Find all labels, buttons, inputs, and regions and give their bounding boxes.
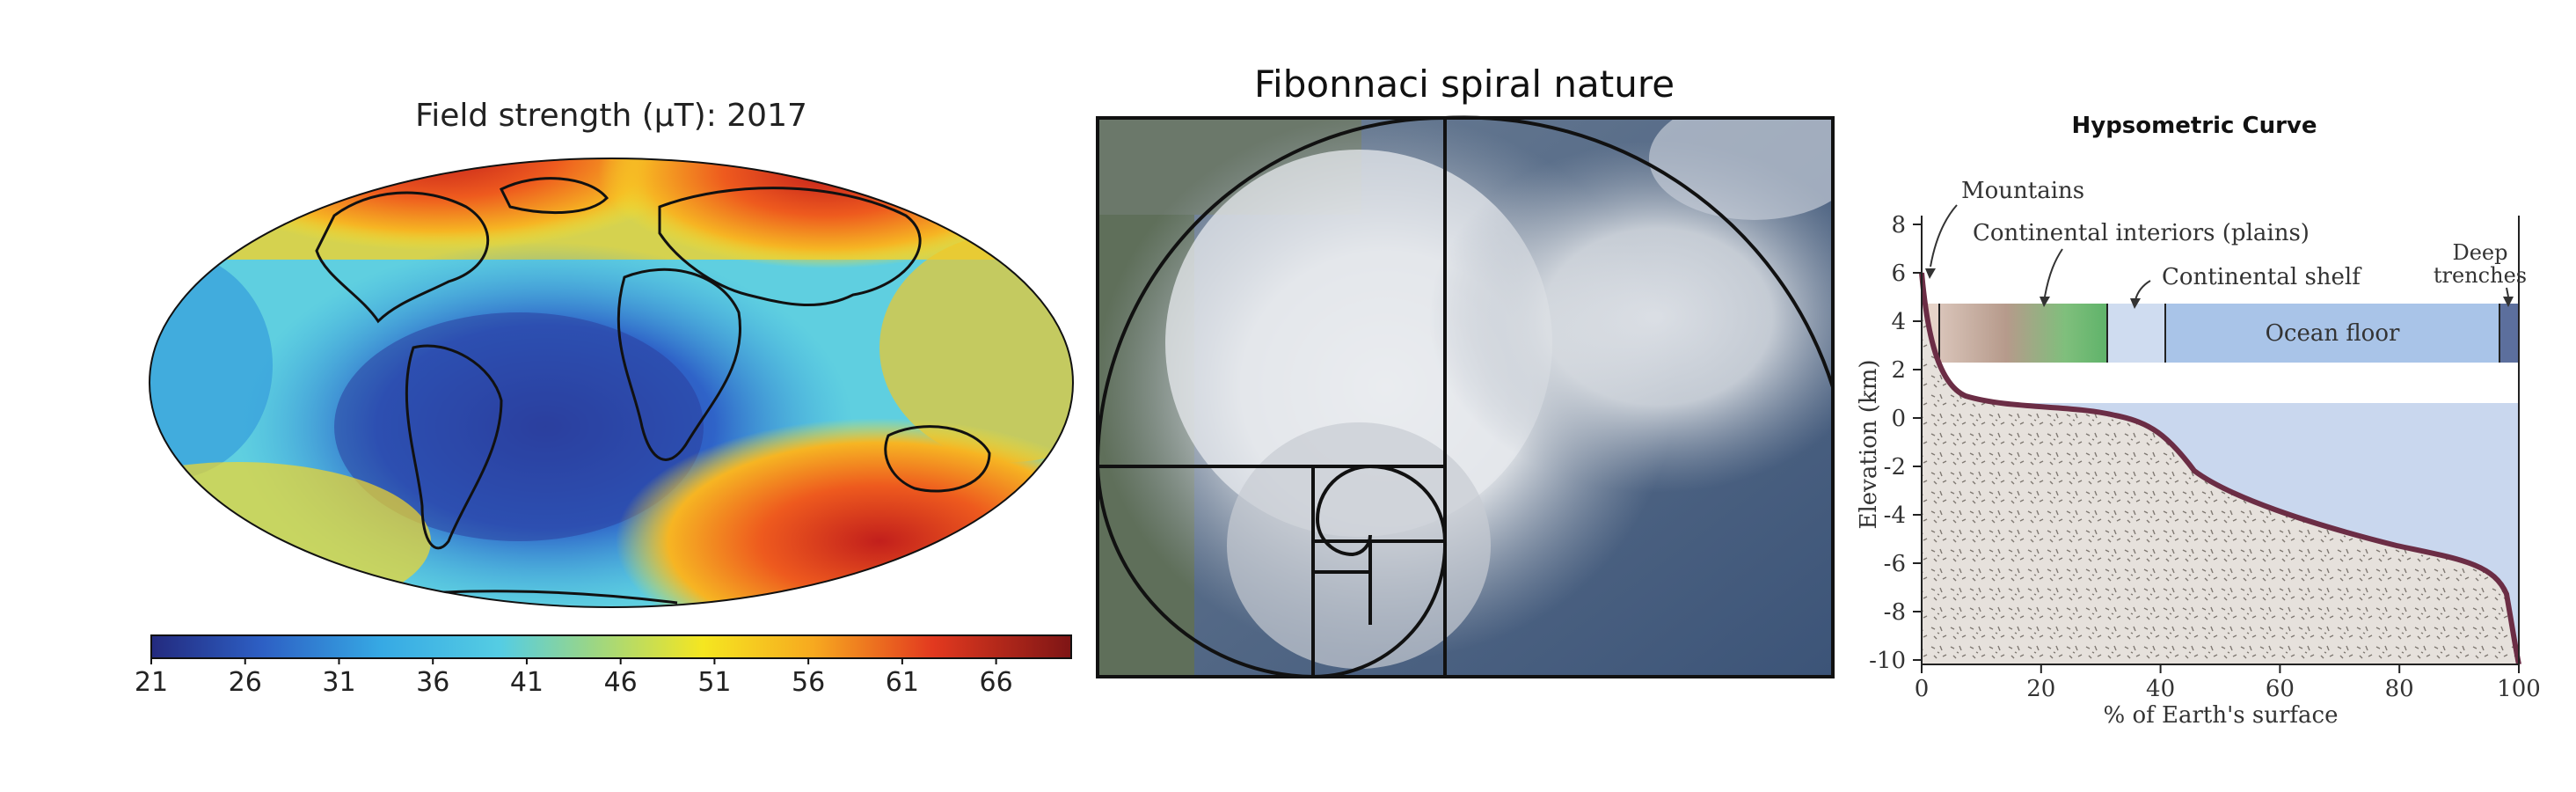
- y-tick-label: 0: [1891, 406, 1906, 432]
- land-area: [1922, 273, 2519, 664]
- y-tick-label: -6: [1884, 551, 1906, 577]
- golden-spiral-overlay: [1095, 115, 1835, 679]
- magnetic-map-title: Field strength (μT): 2017: [415, 98, 807, 134]
- colorbar: [150, 634, 1072, 659]
- hypsometric-title: Hypsometric Curve: [2071, 113, 2317, 139]
- y-tick-label: -8: [1884, 599, 1906, 626]
- label-ocean-floor: Ocean floor: [2266, 320, 2400, 347]
- label-trenches: trenches: [2434, 263, 2527, 288]
- x-tick-label: 100: [2497, 676, 2541, 702]
- colorbar-tick-label: 56: [792, 667, 825, 698]
- y-axis-label: Elevation (km): [1856, 360, 1882, 530]
- label-plains: Continental interiors (plains): [1973, 220, 2310, 246]
- map-border: [149, 158, 1074, 608]
- label-shelf: Continental shelf: [2162, 264, 2362, 290]
- y-tick-label: -4: [1884, 502, 1906, 529]
- colorbar-tick-label: 36: [416, 667, 449, 698]
- hypsometric-curve: [1919, 272, 2521, 665]
- ocean-floor-band: [2165, 304, 2499, 363]
- field-strength-map: [150, 158, 1073, 607]
- y-tick-label: 6: [1891, 260, 1906, 287]
- x-tick-label: 20: [2026, 676, 2055, 702]
- fibonacci-figure: Fibonnaci spiral nature: [1095, 62, 1835, 679]
- magnetic-field-panel: Field strength (μT): 2017 21 26 31 36 41 46 51…: [132, 84, 1082, 700]
- y-tick-label: -2: [1884, 454, 1906, 480]
- colorbar-tick-label: 46: [604, 667, 638, 698]
- y-tick-label: 8: [1891, 212, 1906, 238]
- fibonacci-panel: Fibonnaci spiral nature: [1095, 53, 1843, 686]
- colorbar-tick-label: 26: [229, 667, 262, 698]
- magnetic-field-figure: Field strength (μT): 2017 21 26 31 36 41 46 51…: [135, 98, 1074, 698]
- trenches-band: [2499, 304, 2519, 363]
- x-tick-label: 80: [2385, 676, 2414, 702]
- fibonacci-title: Fibonnaci spiral nature: [1254, 62, 1675, 106]
- colorbar-tick-label: 31: [322, 667, 355, 698]
- x-tick-label: 60: [2266, 676, 2295, 702]
- y-axis-ticks: 8 6 4 2 0 -2 -4 -6 -8 -10: [1869, 212, 1922, 674]
- y-tick-label: 4: [1891, 309, 1906, 335]
- label-deep: Deep: [2452, 240, 2507, 265]
- shelf-band: [2107, 304, 2165, 363]
- y-tick-label: 2: [1891, 357, 1906, 384]
- colorbar-tick-label: 21: [135, 667, 168, 698]
- colorbar-tick-label: 61: [886, 667, 919, 698]
- label-mountains: Mountains: [1961, 178, 2084, 204]
- colorbar-tick-label: 41: [510, 667, 544, 698]
- x-axis-label: % of Earth's surface: [2104, 702, 2339, 729]
- plains-band: [1939, 304, 2107, 363]
- colorbar-tick-label: 51: [697, 667, 731, 698]
- hypsometric-panel: Hypsometric Curve 8 6 4 2 0 -2 -4 -6 -8 -10 0 20 40…: [1851, 101, 2572, 735]
- x-tick-label: 40: [2146, 676, 2175, 702]
- x-tick-label: 0: [1915, 676, 1930, 702]
- y-tick-label: -10: [1869, 648, 1906, 674]
- colorbar-tick-label: 66: [980, 667, 1013, 698]
- satellite-photo: [1098, 118, 1833, 677]
- x-axis-ticks: 0 20 40 60 80 100: [1915, 664, 2541, 702]
- colorbar-ticks: 21 26 31 36 41 46 51 56 61 66: [135, 658, 1013, 698]
